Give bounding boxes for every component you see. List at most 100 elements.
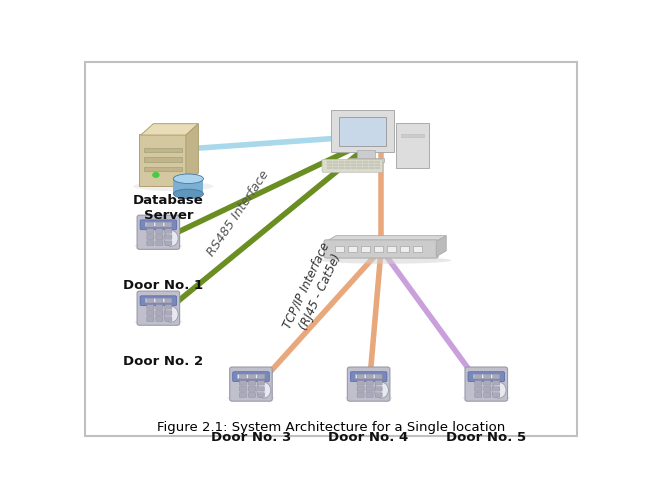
Polygon shape — [436, 236, 446, 256]
FancyBboxPatch shape — [145, 222, 171, 226]
FancyBboxPatch shape — [156, 223, 163, 227]
Ellipse shape — [321, 257, 451, 264]
FancyBboxPatch shape — [137, 215, 180, 249]
FancyBboxPatch shape — [258, 375, 264, 379]
FancyBboxPatch shape — [413, 246, 422, 252]
FancyBboxPatch shape — [322, 159, 382, 172]
FancyBboxPatch shape — [249, 375, 255, 379]
Text: Door No. 4: Door No. 4 — [329, 431, 409, 444]
FancyBboxPatch shape — [144, 147, 182, 152]
FancyBboxPatch shape — [363, 161, 368, 163]
FancyBboxPatch shape — [237, 374, 264, 378]
FancyBboxPatch shape — [165, 235, 172, 239]
Text: Door No. 2: Door No. 2 — [123, 355, 203, 368]
FancyBboxPatch shape — [357, 167, 362, 169]
FancyBboxPatch shape — [258, 381, 264, 385]
FancyBboxPatch shape — [147, 299, 154, 303]
FancyBboxPatch shape — [140, 134, 187, 185]
Ellipse shape — [463, 395, 510, 401]
FancyBboxPatch shape — [475, 381, 482, 385]
FancyBboxPatch shape — [240, 387, 247, 391]
FancyBboxPatch shape — [396, 123, 429, 169]
Circle shape — [153, 173, 159, 177]
Text: Database
Server: Database Server — [133, 194, 203, 222]
FancyBboxPatch shape — [401, 134, 424, 137]
FancyBboxPatch shape — [351, 164, 355, 166]
FancyBboxPatch shape — [484, 381, 491, 385]
FancyBboxPatch shape — [165, 299, 172, 303]
FancyBboxPatch shape — [249, 393, 255, 397]
FancyBboxPatch shape — [156, 235, 163, 239]
FancyBboxPatch shape — [475, 393, 482, 397]
Ellipse shape — [345, 395, 392, 401]
Polygon shape — [186, 124, 198, 184]
FancyBboxPatch shape — [249, 387, 255, 391]
Text: Figure 2.1: System Architecture for a Single location: Figure 2.1: System Architecture for a Si… — [157, 421, 505, 434]
Ellipse shape — [134, 319, 182, 325]
FancyBboxPatch shape — [327, 161, 331, 163]
FancyBboxPatch shape — [147, 317, 154, 321]
FancyBboxPatch shape — [375, 387, 382, 391]
FancyBboxPatch shape — [339, 164, 344, 166]
FancyBboxPatch shape — [360, 246, 370, 252]
FancyBboxPatch shape — [349, 158, 384, 162]
Ellipse shape — [375, 382, 388, 398]
Ellipse shape — [164, 230, 178, 246]
FancyBboxPatch shape — [375, 161, 380, 163]
FancyBboxPatch shape — [327, 167, 331, 169]
FancyBboxPatch shape — [493, 387, 500, 391]
FancyBboxPatch shape — [484, 393, 491, 397]
FancyBboxPatch shape — [156, 311, 163, 315]
FancyBboxPatch shape — [165, 229, 172, 233]
FancyBboxPatch shape — [331, 110, 393, 152]
FancyBboxPatch shape — [348, 246, 357, 252]
FancyBboxPatch shape — [345, 164, 349, 166]
FancyBboxPatch shape — [147, 241, 154, 246]
FancyBboxPatch shape — [333, 161, 338, 163]
FancyBboxPatch shape — [373, 246, 382, 252]
FancyBboxPatch shape — [357, 150, 375, 160]
FancyBboxPatch shape — [375, 167, 380, 169]
FancyBboxPatch shape — [357, 393, 364, 397]
Text: TCP/IP Interface
(RJ45 - Cat5e): TCP/IP Interface (RJ45 - Cat5e) — [281, 241, 346, 337]
FancyBboxPatch shape — [156, 229, 163, 233]
FancyBboxPatch shape — [472, 374, 499, 378]
FancyBboxPatch shape — [165, 311, 172, 315]
Polygon shape — [326, 236, 446, 242]
Text: Door No. 5: Door No. 5 — [446, 431, 526, 444]
FancyBboxPatch shape — [333, 167, 338, 169]
FancyBboxPatch shape — [366, 393, 373, 397]
FancyBboxPatch shape — [369, 161, 373, 163]
Ellipse shape — [256, 382, 271, 398]
FancyBboxPatch shape — [375, 164, 380, 166]
FancyBboxPatch shape — [339, 161, 344, 163]
FancyBboxPatch shape — [363, 167, 368, 169]
FancyBboxPatch shape — [465, 367, 508, 401]
FancyBboxPatch shape — [240, 381, 247, 385]
Ellipse shape — [133, 181, 213, 191]
FancyBboxPatch shape — [165, 317, 172, 321]
Text: Door No. 3: Door No. 3 — [211, 431, 291, 444]
FancyBboxPatch shape — [156, 299, 163, 303]
FancyBboxPatch shape — [355, 374, 381, 378]
FancyBboxPatch shape — [165, 241, 172, 246]
FancyBboxPatch shape — [258, 387, 264, 391]
FancyBboxPatch shape — [230, 367, 272, 401]
FancyBboxPatch shape — [147, 235, 154, 239]
FancyBboxPatch shape — [258, 393, 264, 397]
FancyBboxPatch shape — [357, 164, 362, 166]
FancyBboxPatch shape — [387, 246, 395, 252]
FancyBboxPatch shape — [147, 305, 154, 309]
FancyBboxPatch shape — [357, 161, 362, 163]
FancyBboxPatch shape — [339, 117, 386, 146]
FancyBboxPatch shape — [240, 375, 247, 379]
FancyBboxPatch shape — [140, 220, 176, 230]
FancyBboxPatch shape — [493, 375, 500, 379]
Ellipse shape — [164, 306, 178, 322]
FancyBboxPatch shape — [400, 246, 409, 252]
FancyBboxPatch shape — [137, 291, 180, 325]
FancyBboxPatch shape — [345, 161, 349, 163]
FancyBboxPatch shape — [369, 164, 373, 166]
FancyBboxPatch shape — [493, 393, 500, 397]
FancyBboxPatch shape — [468, 372, 505, 382]
